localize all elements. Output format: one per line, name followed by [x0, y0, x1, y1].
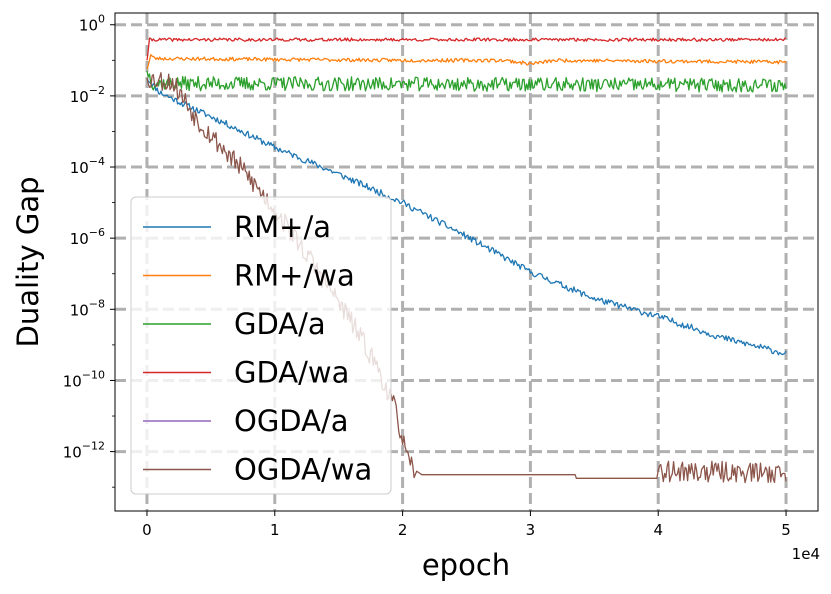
y-tick-label-base-4: 10 [70, 301, 89, 319]
series-line-gda-a [146, 70, 787, 93]
y-tick-label-exp-2: −4 [89, 155, 105, 168]
y-tick-label-exp-6: −12 [82, 440, 105, 453]
y-axis-title: Duality Gap [11, 177, 45, 348]
series-line-ogda-wa [146, 72, 787, 484]
x-tick-label-1: 1 [270, 521, 280, 539]
y-tick-label-base-0: 10 [79, 17, 98, 35]
x-tick-label-0: 0 [142, 521, 152, 539]
legend-label-5: OGDA/wa [234, 453, 372, 487]
y-tick-label-base-2: 10 [70, 159, 89, 177]
y-tick-label-base-3: 10 [70, 230, 89, 248]
y-tick-label-exp-5: −10 [82, 368, 105, 381]
legend-box [130, 196, 392, 495]
legend-label-1: RM+/wa [234, 259, 355, 293]
y-tick-label-4: 10−8 [70, 297, 105, 319]
y-tick-label-6: 10−12 [63, 440, 105, 462]
y-tick-label-exp-1: −2 [89, 84, 105, 97]
x-tick-label-2: 2 [398, 521, 408, 539]
y-tick-label-exp-3: −6 [89, 226, 105, 239]
plot-frame [114, 12, 819, 512]
x-axis-ticks: 0 1 2 3 4 5 [142, 511, 791, 539]
y-tick-label-base-5: 10 [63, 372, 82, 390]
y-tick-label-2: 10−4 [70, 155, 105, 177]
series-line-rm-a [146, 77, 787, 356]
y-tick-label-1: 10−2 [70, 84, 105, 106]
x-tick-label-5: 5 [781, 521, 791, 539]
y-tick-label-3: 10−6 [70, 226, 105, 248]
legend-label-0: RM+/a [234, 210, 331, 244]
series-line-gda-wa [146, 37, 787, 61]
legend-label-4: OGDA/a [234, 404, 349, 438]
y-tick-label-exp-4: −8 [89, 297, 105, 310]
x-tick-label-3: 3 [526, 521, 536, 539]
y-tick-label-0: 100 [79, 13, 105, 35]
series-lines [146, 37, 787, 484]
x-axis-title: epoch [422, 548, 510, 582]
series-line-rm-wa [146, 54, 787, 70]
legend: RM+/a RM+/wa GDA/a GDA/wa OGDA/a OGDA/wa [130, 196, 392, 495]
y-tick-label-5: 10−10 [63, 368, 105, 390]
y-tick-label-exp-0: 0 [98, 13, 105, 26]
x-tick-label-4: 4 [653, 521, 663, 539]
y-tick-label-base-1: 10 [70, 88, 89, 106]
y-tick-label-base-6: 10 [63, 444, 82, 462]
legend-label-2: GDA/a [234, 307, 326, 341]
legend-label-3: GDA/wa [234, 356, 349, 390]
x-axis-multiplier: 1e4 [792, 545, 820, 563]
